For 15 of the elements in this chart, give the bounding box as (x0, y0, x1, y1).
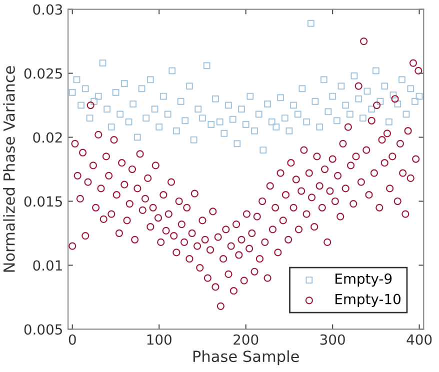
x-tick-label: 400 (406, 334, 432, 345)
x-tick-label: 100 (147, 334, 172, 345)
x-tick-label: 200 (234, 334, 258, 345)
y-tick-label: 0.005 (24, 324, 62, 335)
y-tick-label: 0.025 (24, 68, 62, 79)
legend-label: Empty-10 (336, 294, 400, 307)
y-axis-title: Normalized Phase Variance (3, 66, 15, 272)
x-axis-title: Phase Sample (193, 350, 299, 366)
x-tick-label: 0 (68, 334, 76, 345)
y-tick-label: 0.015 (24, 196, 62, 207)
legend-label: Empty-9 (336, 273, 392, 287)
y-tick-label: 0.03 (33, 4, 62, 15)
y-tick-label: 0.01 (33, 260, 62, 271)
x-tick-label: 300 (320, 334, 345, 345)
y-tick-label: 0.02 (33, 132, 62, 143)
